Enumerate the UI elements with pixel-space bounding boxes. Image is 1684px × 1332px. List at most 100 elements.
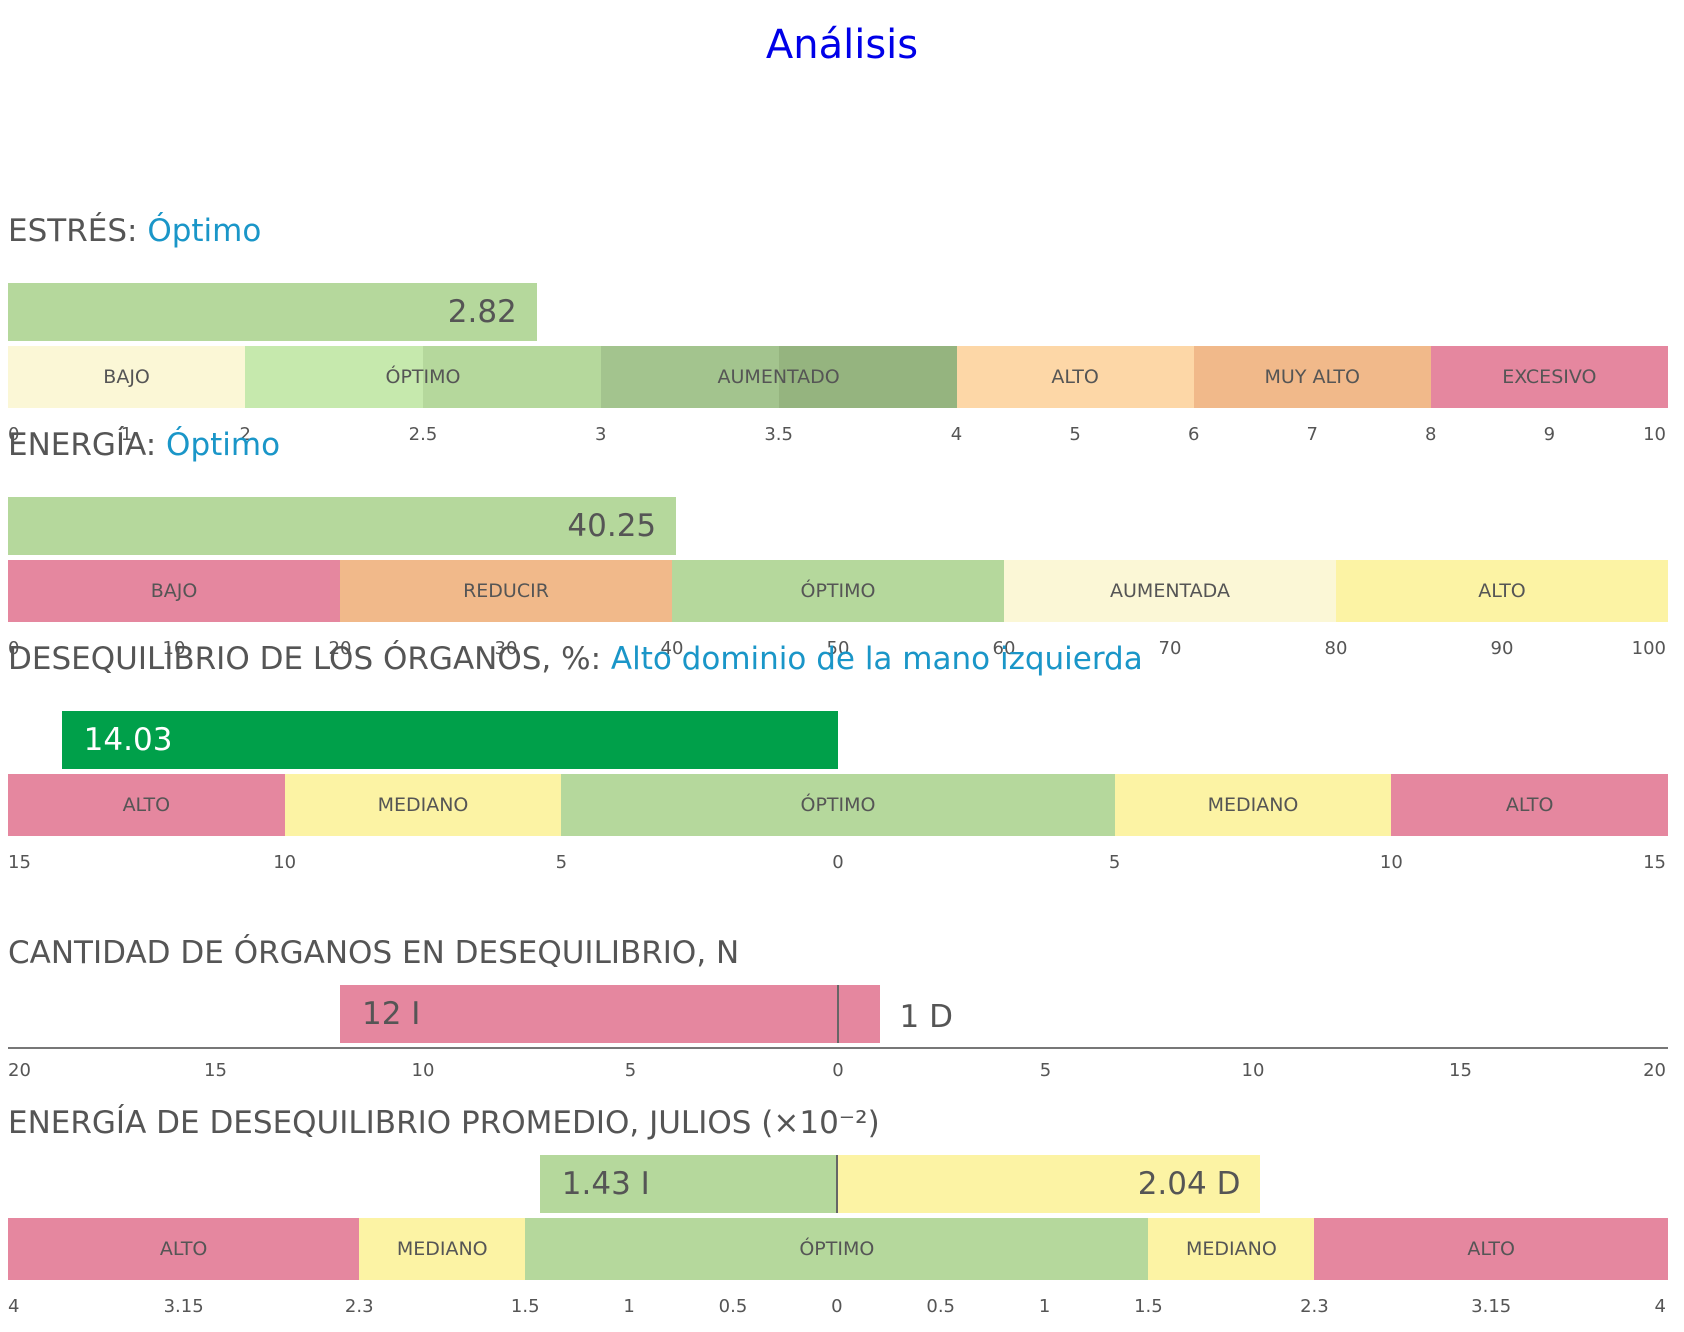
organ-count-tick-1: 15 — [204, 1060, 227, 1081]
avg-energy-tick-10: 2.3 — [1300, 1296, 1329, 1317]
stress-tick-10: 8 — [1425, 424, 1437, 445]
energy-value-bar: 40.25 — [8, 497, 677, 555]
avg-energy-tick-7: 0.5 — [926, 1296, 956, 1317]
avg-energy-tick-12: 4 — [1654, 1296, 1666, 1317]
avg-energy-scale-ticks: 4 3.15 2.3 1.5 1 0.5 0 0.5 1 1.5 2.3 3.15 4 — [0, 1298, 1684, 1320]
imbalance-tick-4: 5 — [1108, 852, 1121, 873]
imbalance-tick-2: 5 — [555, 852, 568, 873]
imbalance-tick-1: 10 — [273, 852, 297, 873]
stress-band-aumentado-2: AUMENTADO — [600, 346, 957, 408]
stress-tick-5: 3.5 — [764, 424, 793, 445]
organ-count-tick-6: 10 — [1241, 1060, 1265, 1081]
avg-energy-tick-6: 0 — [831, 1296, 843, 1317]
stress-tick-7: 5 — [1069, 424, 1081, 445]
energy-status: Óptimo — [166, 427, 281, 463]
energy-tick-3: 30 — [494, 638, 518, 659]
stress-value-label: 2.82 — [447, 294, 517, 330]
imbalance-value-label: 14.03 — [83, 722, 173, 758]
organ-count-heading: CANTIDAD DE ÓRGANOS EN DESEQUILIBRIO, N — [8, 938, 739, 969]
organ-count-label: CANTIDAD DE ÓRGANOS EN DESEQUILIBRIO, N — [8, 935, 740, 971]
avg-energy-tick-2: 2.3 — [344, 1296, 374, 1317]
avg-energy-tick-1: 3.15 — [163, 1296, 204, 1317]
energy-scale-ticks: 0 10 20 30 40 50 60 70 80 90 100 — [0, 640, 1684, 662]
avg-energy-band-mediano-3: MEDIANO — [1148, 1218, 1315, 1280]
avg-energy-right-label: 2.04 D — [1137, 1166, 1241, 1202]
energy-tick-2: 20 — [328, 638, 352, 659]
stress-band-bajo-0: BAJO — [8, 346, 246, 408]
stress-tick-9: 7 — [1306, 424, 1318, 445]
stress-tick-3: 2.5 — [408, 424, 438, 445]
stress-status: Óptimo — [147, 213, 262, 249]
avg-energy-band-mediano-1: MEDIANO — [359, 1218, 526, 1280]
energy-band-bajo-0: BAJO — [8, 560, 340, 622]
energy-heading: ENERGÍA: Óptimo — [8, 430, 280, 461]
stress-label: ESTRÉS: — [8, 213, 138, 249]
stress-tick-11: 9 — [1543, 424, 1556, 445]
energy-band-alto-4: ALTO — [1336, 560, 1668, 622]
imbalance-heading: DESEQUILIBRIO DE LOS ÓRGANOS, %: Alto do… — [8, 644, 1143, 675]
energy-tick-8: 80 — [1324, 638, 1348, 659]
stress-band-optimo-1: ÓPTIMO — [245, 346, 601, 408]
organ-count-tick-4: 0 — [832, 1060, 844, 1081]
avg-energy-right-bar: 2.04 D — [836, 1155, 1261, 1213]
organ-count-left-bar: 12 I — [340, 985, 838, 1043]
imbalance-label: DESEQUILIBRIO DE LOS ÓRGANOS, %: — [8, 641, 602, 677]
avg-energy-band-alto-0: ALTO — [8, 1218, 360, 1280]
stress-tick-1: 1 — [120, 424, 133, 445]
organ-count-tick-2: 10 — [411, 1060, 435, 1081]
energy-tick-9: 90 — [1490, 638, 1514, 659]
organ-count-scale-ticks: 20 15 10 5 0 5 10 15 20 — [0, 1062, 1684, 1084]
avg-energy-band-optimo-2: ÓPTIMO — [525, 1218, 1149, 1280]
organ-count-tick-5: 5 — [1039, 1060, 1052, 1081]
organ-count-tick-7: 15 — [1449, 1060, 1472, 1081]
imbalance-band-mediano-3: MEDIANO — [1114, 774, 1392, 836]
avg-energy-left-label: 1.43 I — [561, 1166, 650, 1202]
energy-band-aumentada-3: AUMENTADA — [1004, 560, 1336, 622]
avg-energy-tick-0: 4 — [8, 1296, 20, 1317]
organ-count-left-label: 12 I — [362, 996, 421, 1032]
avg-energy-center-line — [835, 1155, 838, 1213]
stress-band-excesivo-5: EXCESIVO — [1430, 346, 1668, 408]
energy-tick-1: 10 — [162, 638, 186, 659]
energy-tick-7: 70 — [1158, 638, 1182, 659]
stress-tick-4: 3 — [595, 424, 607, 445]
page-title: Análisis — [765, 22, 919, 68]
stress-tick-6: 4 — [950, 424, 963, 445]
energy-band-optimo-2: ÓPTIMO — [672, 560, 1004, 622]
imbalance-tick-3: 0 — [832, 852, 844, 873]
imbalance-band-optimo-2: ÓPTIMO — [561, 774, 1115, 836]
imbalance-value-bar: 14.03 — [61, 711, 838, 769]
imbalance-tick-6: 15 — [1643, 852, 1666, 873]
stress-tick-8: 6 — [1188, 424, 1200, 445]
organ-count-right-label: 1 D — [899, 999, 953, 1035]
avg-energy-tick-9: 1.5 — [1134, 1296, 1163, 1317]
energy-label: ENERGÍA: — [8, 427, 157, 463]
stress-tick-0: 0 — [8, 424, 20, 445]
organ-count-tick-8: 20 — [1643, 1060, 1666, 1081]
energy-tick-6: 60 — [992, 638, 1016, 659]
stress-value-bar: 2.82 — [8, 283, 537, 341]
avg-energy-label: ENERGÍA DE DESEQUILIBRIO PROMEDIO, JULIO… — [8, 1105, 880, 1141]
avg-energy-heading: ENERGÍA DE DESEQUILIBRIO PROMEDIO, JULIO… — [8, 1108, 880, 1139]
organ-count-tick-0: 20 — [8, 1060, 31, 1081]
avg-energy-tick-8: 1 — [1038, 1296, 1051, 1317]
imbalance-status: Alto dominio de la mano izquierda — [610, 641, 1143, 677]
imbalance-tick-0: 15 — [8, 852, 31, 873]
stress-band-alto-3: ALTO — [956, 346, 1194, 408]
imbalance-scale-ticks: 15 10 5 0 5 10 15 — [0, 854, 1684, 876]
avg-energy-left-bar: 1.43 I — [539, 1155, 837, 1213]
imbalance-band-alto-4: ALTO — [1391, 774, 1668, 836]
organ-count-right-bar — [838, 985, 880, 1043]
energy-tick-4: 40 — [660, 638, 684, 659]
energy-tick-10: 100 — [1631, 638, 1666, 659]
imbalance-scale-bands: ALTO MEDIANO ÓPTIMO MEDIANO ALTO — [8, 774, 1668, 836]
avg-energy-scale-bands: ALTO MEDIANO ÓPTIMO MEDIANO ALTO — [8, 1218, 1668, 1280]
imbalance-band-mediano-1: MEDIANO — [284, 774, 562, 836]
organ-count-center-line — [837, 985, 839, 1043]
stress-scale-bands: BAJO ÓPTIMO AUMENTADO ALTO MUY ALTO EXCESIVO — [8, 346, 1668, 408]
avg-energy-tick-11: 3.15 — [1471, 1296, 1512, 1317]
stress-band-muy-alto-4: MUY ALTO — [1193, 346, 1431, 408]
imbalance-band-alto-0: ALTO — [8, 774, 285, 836]
organ-count-tick-3: 5 — [624, 1060, 637, 1081]
avg-energy-tick-3: 1.5 — [510, 1296, 540, 1317]
